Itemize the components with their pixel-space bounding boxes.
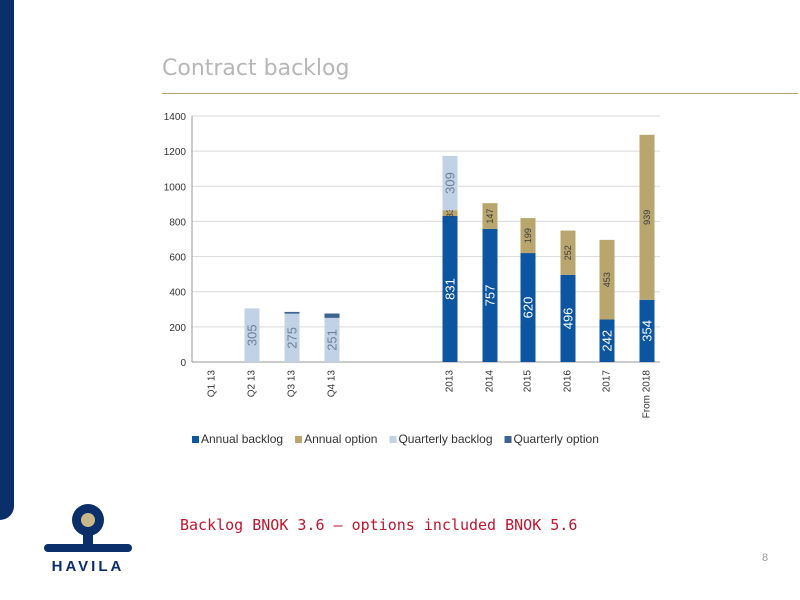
legend-swatch — [192, 436, 199, 443]
y-tick-label: 0 — [180, 358, 186, 369]
legend-swatch — [295, 436, 303, 443]
bar-quarterly-backlog — [284, 313, 300, 362]
data-label: 305 — [245, 324, 260, 346]
x-tick-label: 2015 — [523, 370, 534, 393]
y-tick-label: 1400 — [164, 112, 187, 123]
bar-quarterly-backlog — [324, 317, 340, 362]
slide-title: Contract backlog — [162, 56, 350, 81]
x-tick-label: 2016 — [563, 370, 574, 393]
x-tick-label: 2014 — [485, 370, 496, 393]
data-label: 252 — [563, 245, 573, 260]
y-tick-label: 800 — [169, 217, 186, 228]
x-tick-label: Q1 13 — [207, 370, 218, 398]
x-tick-label: 2013 — [445, 370, 456, 393]
bar-quarterly-backlog — [244, 308, 260, 362]
data-label: 496 — [561, 308, 576, 330]
bar-annual-option — [482, 203, 498, 229]
bar-annual-backlog — [560, 274, 576, 362]
legend-swatch — [504, 436, 512, 443]
data-label: 354 — [640, 320, 655, 342]
legend-label: Annual option — [304, 432, 377, 446]
bar-annual-option — [599, 239, 615, 320]
x-tick-label: Q2 13 — [247, 370, 258, 398]
bar-annual-option — [442, 210, 458, 216]
legend-label: Quarterly option — [514, 432, 599, 446]
data-label: 831 — [443, 278, 458, 300]
havila-logo-icon — [44, 504, 132, 552]
data-label: 242 — [600, 330, 615, 352]
bar-quarterly-backlog — [442, 155, 458, 211]
x-tick-label: 2017 — [602, 370, 613, 393]
legend-label: Annual backlog — [201, 432, 283, 446]
data-label: 147 — [485, 209, 495, 224]
legend-swatch — [389, 436, 397, 443]
y-tick-label: 400 — [169, 288, 186, 299]
bar-annual-backlog — [442, 215, 458, 362]
bar-annual-backlog — [482, 228, 498, 362]
bar-quarterly-option — [324, 313, 340, 318]
backlog-bar-chart: 0 200 400 600 800 1000 1200 1400 Q1 13 305 Q2 13 27… — [164, 112, 660, 446]
bar-annual-backlog — [520, 253, 536, 362]
havila-logo-text: HAVILA — [51, 558, 125, 575]
data-label: 275 — [285, 327, 300, 349]
bar-quarterly-option — [284, 311, 300, 314]
bar-annual-option — [639, 134, 655, 300]
y-tick-label: 1200 — [164, 147, 187, 158]
y-tick-label: 600 — [169, 253, 186, 264]
backlog-summary: Backlog BNOK 3.6 – options included BNOK… — [180, 516, 578, 534]
left-accent-bar — [0, 0, 14, 520]
data-label: 251 — [325, 329, 340, 351]
data-label: 453 — [602, 272, 612, 287]
x-tick-label: Q4 13 — [327, 370, 338, 398]
data-label: 199 — [523, 228, 533, 243]
data-label: 757 — [483, 285, 498, 307]
page-number: 8 — [762, 552, 769, 564]
title-rule — [162, 93, 798, 94]
data-label: 33 — [445, 208, 455, 218]
y-tick-label: 1000 — [164, 182, 187, 193]
bar-annual-option — [520, 218, 536, 254]
data-label: 620 — [521, 297, 536, 319]
bar-annual-backlog — [599, 319, 615, 362]
data-label: 309 — [443, 172, 458, 194]
legend-label: Quarterly backlog — [398, 432, 492, 446]
bar-annual-option — [560, 230, 576, 275]
y-tick-label: 200 — [169, 323, 186, 334]
data-label: 939 — [642, 210, 652, 225]
x-tick-label: From 2018 — [642, 370, 653, 419]
bar-annual-backlog — [639, 299, 655, 362]
x-tick-label: Q3 13 — [287, 370, 298, 398]
